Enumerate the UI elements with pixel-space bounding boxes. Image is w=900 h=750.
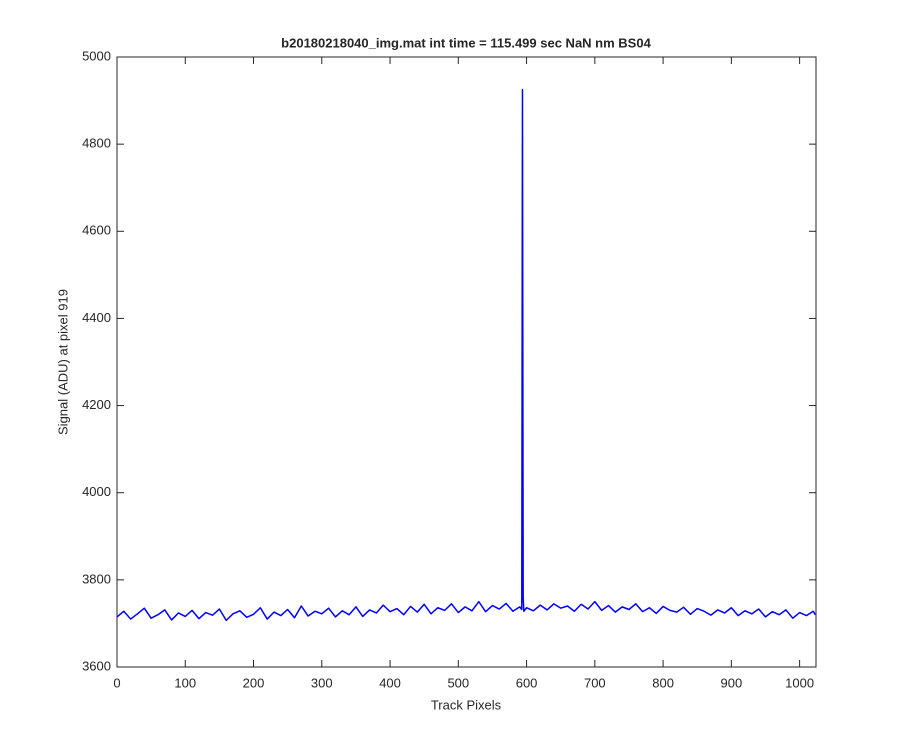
y-tick-label: 3800 [82,571,111,586]
y-tick-label: 4800 [82,136,111,151]
y-tick-label: 5000 [82,48,111,63]
x-tick-label: 600 [516,675,538,690]
x-axis-label: Track Pixels [431,697,502,712]
x-tick-label: 300 [311,675,333,690]
y-tick-label: 3600 [82,658,111,673]
x-tick-label: 400 [379,675,401,690]
x-tick-label: 900 [721,675,743,690]
y-tick-label: 4400 [82,310,111,325]
line-series [116,88,816,622]
x-tick-label: 0 [113,675,120,690]
x-tick-label: 1000 [785,675,814,690]
y-axis-label: Signal (ADU) at pixel 919 [55,289,70,435]
y-tick-label: 4200 [82,397,111,412]
x-tick-label: 700 [584,675,606,690]
chart-title: b20180218040_img.mat int time = 115.499 … [281,35,651,50]
axes-box [116,56,817,668]
x-tick-label: 100 [174,675,196,690]
y-tick-label: 4600 [82,223,111,238]
x-tick-label: 500 [447,675,469,690]
x-tick-label: 200 [243,675,265,690]
y-tick-label: 4000 [82,484,111,499]
x-tick-label: 800 [652,675,674,690]
